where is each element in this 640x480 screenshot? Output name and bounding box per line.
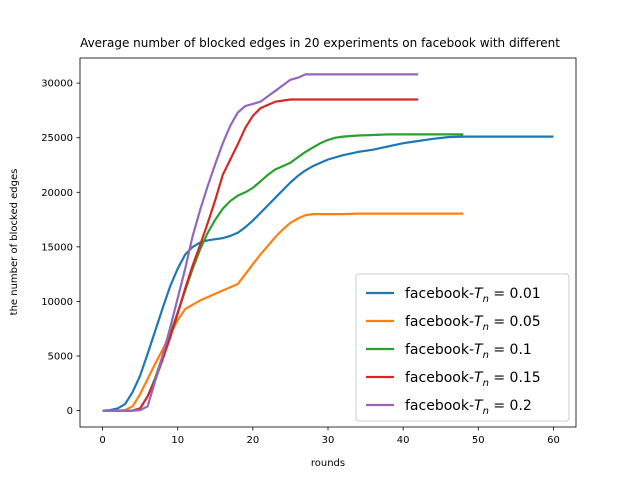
legend-label: facebook-Tn = 0.15	[405, 370, 541, 389]
series-line-2	[102, 212, 464, 412]
legend-box	[355, 273, 570, 422]
x-tick-label: 0	[99, 435, 105, 446]
x-tick-label: 20	[246, 435, 259, 446]
x-axis-label: rounds	[311, 458, 345, 469]
x-tick-label: 60	[547, 435, 560, 446]
legend-item: facebook-Tn = 0.1	[366, 342, 532, 361]
chart-title: Average number of blocked edges in 20 ex…	[80, 36, 560, 50]
series-line-5	[102, 73, 419, 412]
x-tick-label: 30	[322, 435, 335, 446]
legend-item: facebook-Tn = 0.01	[366, 286, 541, 305]
legend: facebook-Tn = 0.01 facebook-Tn = 0.05 face…	[355, 273, 570, 422]
legend-label: facebook-Tn = 0.1	[405, 342, 532, 361]
x-tick-label: 40	[397, 435, 410, 446]
legend-label: facebook-Tn = 0.01	[405, 286, 541, 305]
legend-item: facebook-Tn = 0.2	[366, 398, 532, 417]
y-tick-label: 30000	[41, 79, 73, 90]
series-line-1	[102, 135, 554, 412]
y-tick-label: 5000	[48, 352, 73, 363]
y-tick-label: 20000	[41, 188, 73, 199]
y-tick-label: 10000	[41, 297, 73, 308]
legend-label: facebook-Tn = 0.05	[405, 314, 541, 333]
y-tick-label: 0	[67, 406, 73, 417]
x-tick-label: 10	[171, 435, 184, 446]
x-tick-label: 50	[472, 435, 485, 446]
legend-item: facebook-Tn = 0.15	[366, 370, 541, 389]
legend-item: facebook-Tn = 0.05	[366, 314, 541, 333]
x-axis-ticks: 0 10 20 30 40 50 60	[99, 427, 560, 446]
series-lines	[102, 73, 554, 412]
y-tick-label: 25000	[41, 133, 73, 144]
y-axis-ticks: 0 5000 10000 15000 20000 25000 30000	[41, 79, 80, 417]
y-tick-label: 15000	[41, 242, 73, 253]
legend-label: facebook-Tn = 0.2	[405, 398, 532, 417]
y-axis-label: the number of blocked edges	[9, 169, 20, 316]
